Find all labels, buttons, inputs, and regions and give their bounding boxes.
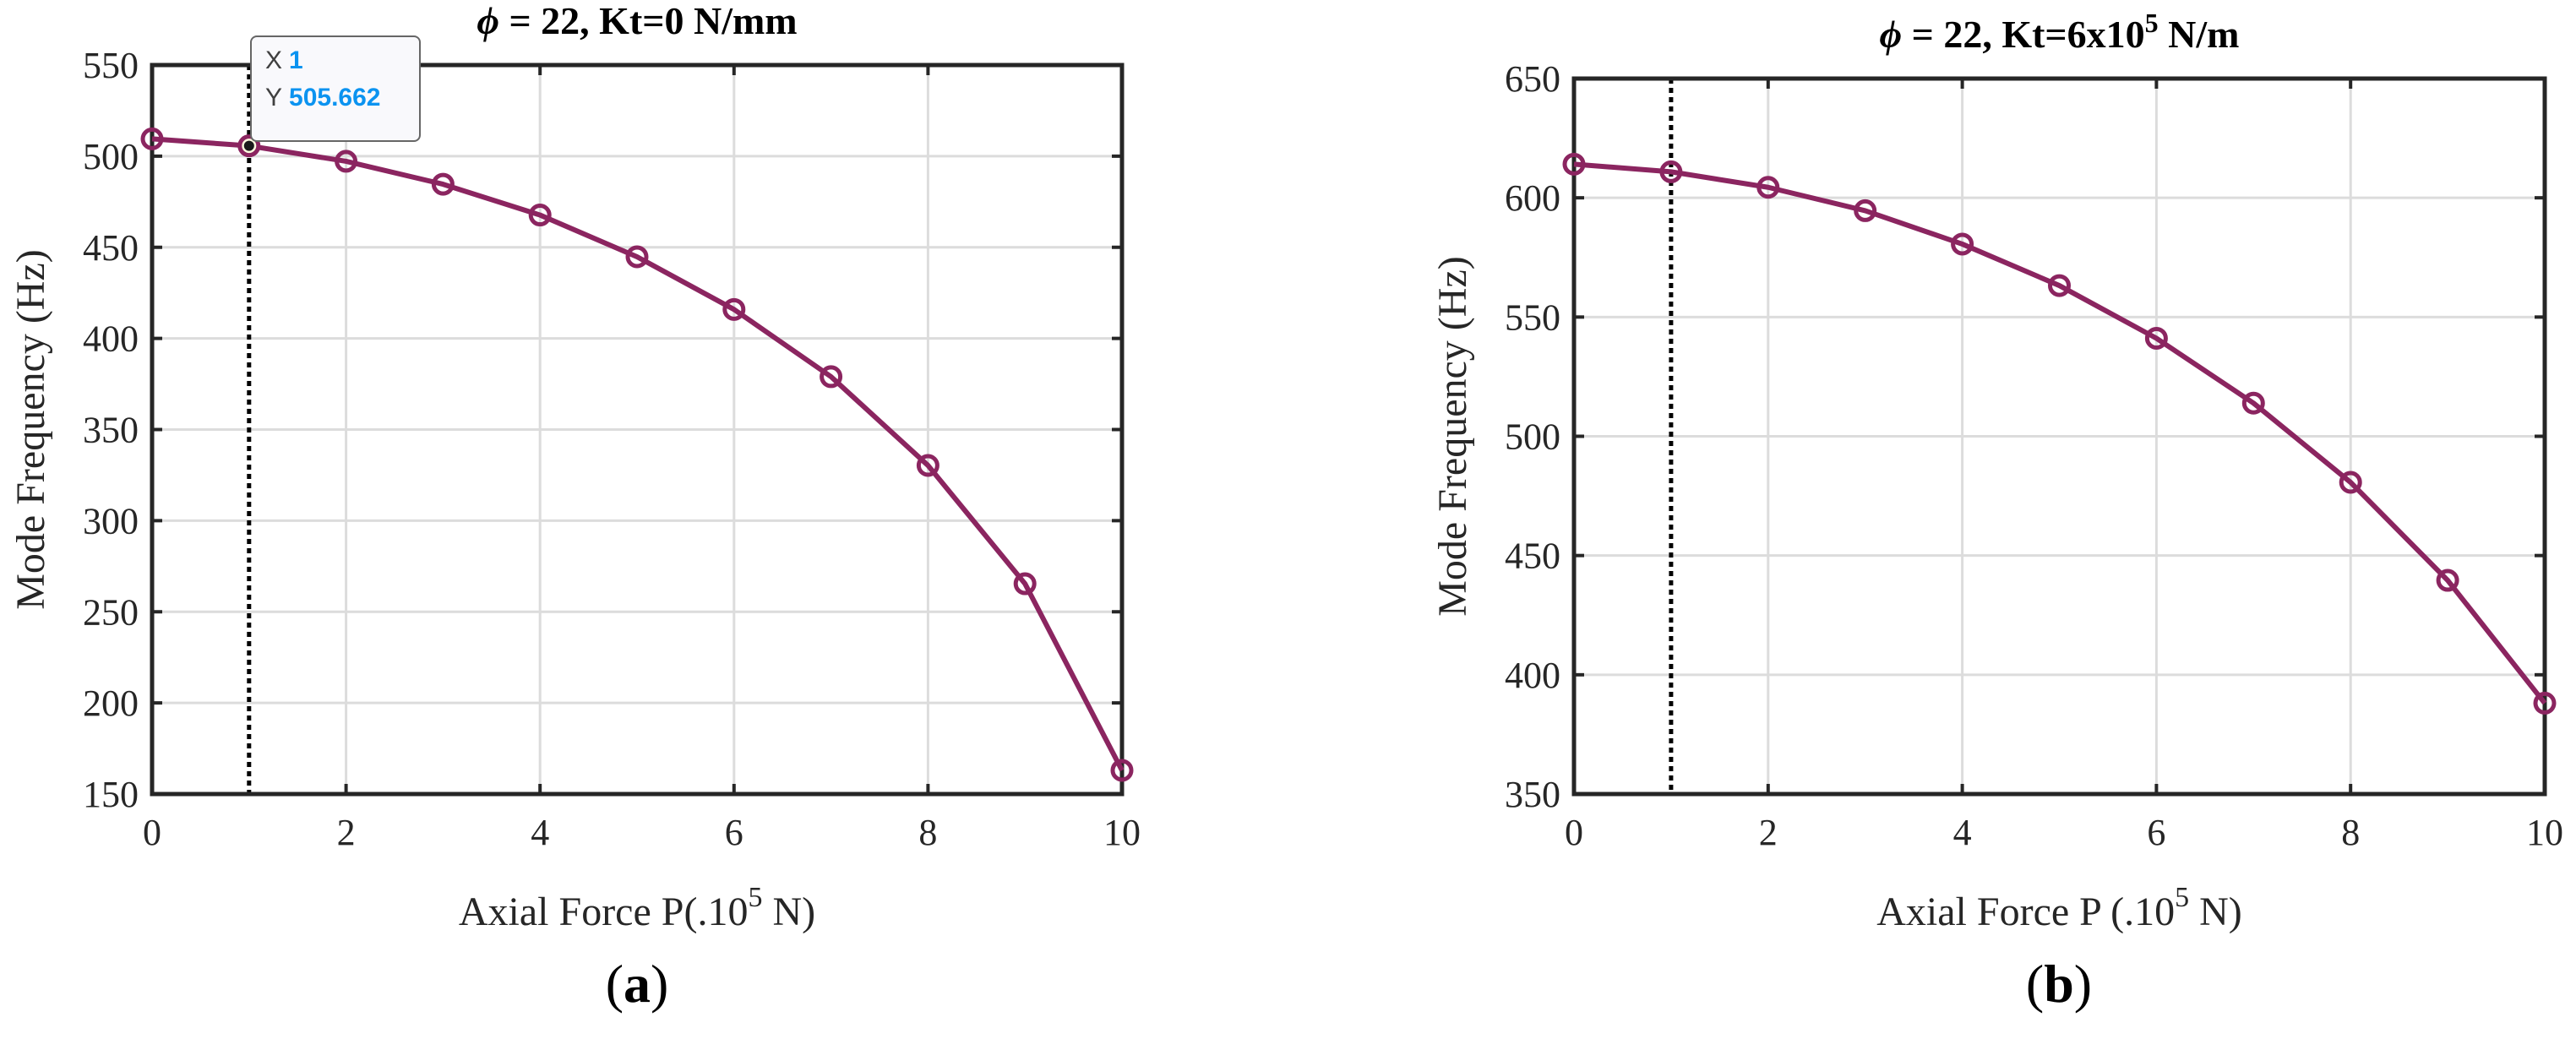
title-superscript: 5	[2145, 8, 2159, 38]
data-point[interactable]	[1854, 199, 1877, 222]
data-point[interactable]	[1756, 176, 1780, 199]
x-tick-label: 2	[1759, 812, 1778, 853]
title-text: = 22, Kt=6x10	[1902, 13, 2145, 56]
x-tick-label: 8	[918, 812, 937, 853]
datatip-y-row: Y 505.662	[265, 79, 406, 117]
y-tick-label: 200	[83, 683, 139, 724]
data-point[interactable]	[1659, 160, 1683, 183]
caption-letter: a	[624, 954, 651, 1014]
phi-symbol: ϕ	[477, 0, 499, 42]
y-axis-label: Mode Frequency (Hz)	[8, 249, 53, 610]
data-point[interactable]	[820, 365, 843, 389]
y-tick-label: 250	[83, 591, 139, 633]
plot-title: ϕ = 22, Kt=6x105 N/m	[1880, 8, 2240, 56]
data-point[interactable]	[1013, 572, 1037, 596]
series-line	[151, 136, 1125, 772]
data-point[interactable]	[2048, 274, 2071, 297]
x-tick-label: 0	[143, 812, 161, 853]
plot-area: 0 2 4 6 8 10 350 400 450 500 550 600 650 ϕ = 22, Kt=6…	[1430, 8, 2563, 934]
panel-a: 0 2 4 6 8 10 150 200 250 300 350 400 450 500 550 ϕ = 22…	[0, 0, 1288, 1039]
y-tick-label: 350	[83, 410, 139, 451]
x-tick-label: 0	[1565, 812, 1583, 853]
y-tick-label: 500	[1505, 416, 1560, 458]
title-text: = 22, Kt=0 N/mm	[499, 0, 798, 42]
y-tick-label: 400	[83, 318, 139, 360]
x-tick-label: 10	[1103, 812, 1141, 853]
y-axis-label: Mode Frequency (Hz)	[1430, 256, 1475, 617]
data-point[interactable]	[722, 297, 746, 321]
data-point[interactable]	[2436, 568, 2459, 592]
datatip-x-value: 1	[289, 46, 303, 74]
data-point[interactable]	[140, 127, 164, 150]
data-point[interactable]	[335, 150, 358, 173]
data-point[interactable]	[528, 204, 552, 227]
y-tick-label: 350	[1505, 774, 1560, 815]
x-tick-label: 6	[2147, 812, 2165, 853]
datatip-y-value: 505.662	[289, 84, 381, 112]
series-line	[1573, 161, 2547, 705]
data-point[interactable]	[2533, 691, 2557, 715]
y-tick-label: 500	[83, 136, 139, 177]
datatip-x-key: X	[265, 46, 283, 74]
title-unit: N/m	[2159, 13, 2240, 56]
y-tick-label: 450	[1505, 536, 1560, 577]
data-point[interactable]	[1110, 759, 1134, 782]
chart-a-plot[interactable]: 0 2 4 6 8 10 150 200 250 300 350 400 450 500 550 ϕ = 22…	[0, 0, 1288, 1039]
data-point[interactable]	[2339, 471, 2362, 494]
x-axis-label: Axial Force P(.105 N)	[459, 882, 815, 934]
x-axis-label-superscript: 5	[2175, 882, 2189, 913]
datatip-y-key: Y	[265, 84, 283, 112]
x-axis-label-text: Axial Force P (.10	[1876, 889, 2175, 934]
x-tick-label: 4	[531, 812, 549, 853]
data-point[interactable]	[1951, 232, 1974, 256]
data-point[interactable]	[916, 454, 939, 477]
x-axis-label-unit: N)	[2189, 889, 2242, 934]
y-tick-label: 550	[1505, 296, 1560, 338]
panel-caption-a: (a)	[605, 954, 669, 1014]
y-tick-label: 150	[83, 774, 139, 815]
x-axis-label: Axial Force P (.105 N)	[1876, 882, 2241, 934]
x-tick-label: 2	[337, 812, 356, 853]
data-point-selected-dot	[243, 140, 254, 151]
y-tick-label: 550	[83, 45, 139, 86]
plot-area: 0 2 4 6 8 10 150 200 250 300 350 400 450 500 550 ϕ = 22…	[8, 0, 1141, 934]
data-point[interactable]	[2144, 326, 2168, 350]
data-point[interactable]	[625, 245, 649, 269]
y-tick-label: 450	[83, 227, 139, 269]
x-axis-label-superscript: 5	[748, 882, 762, 913]
x-tick-label: 10	[2526, 812, 2563, 853]
x-axis-label-text: Axial Force P(.10	[459, 889, 749, 934]
y-tick-label: 650	[1505, 58, 1560, 100]
x-tick-label: 6	[725, 812, 743, 853]
plot-title: ϕ = 22, Kt=0 N/mm	[477, 0, 797, 42]
y-tick-label: 300	[83, 500, 139, 541]
data-point[interactable]	[1562, 152, 1586, 176]
x-tick-label: 8	[2341, 812, 2360, 853]
data-point[interactable]	[2241, 391, 2265, 415]
x-tick-label: 4	[1953, 812, 1972, 853]
y-tick-label: 400	[1505, 655, 1560, 696]
phi-symbol: ϕ	[1880, 13, 1903, 56]
data-point[interactable]	[431, 172, 455, 196]
y-tick-label: 600	[1505, 177, 1560, 219]
x-axis-label-unit: N)	[762, 889, 815, 934]
